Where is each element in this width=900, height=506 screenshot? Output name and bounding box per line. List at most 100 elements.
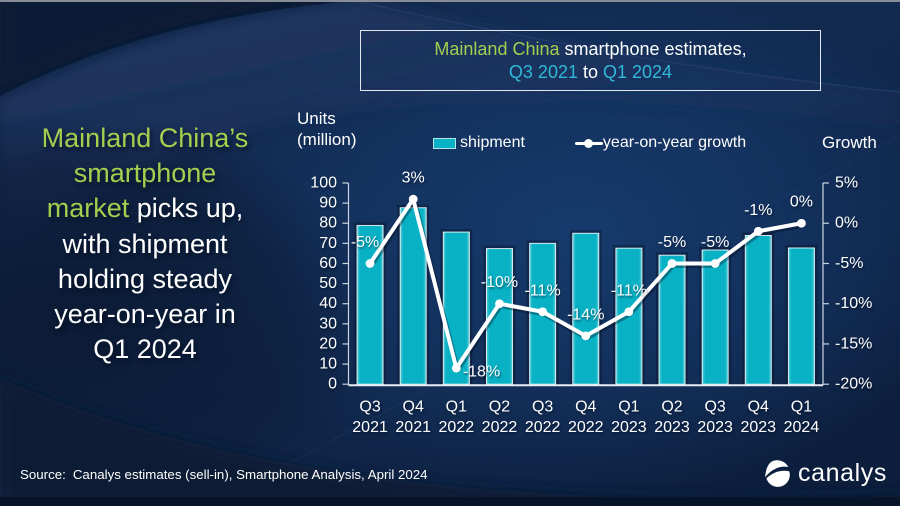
- headline-line-5-text: holding steady: [57, 263, 233, 294]
- bar-Q3 2023: [701, 249, 729, 385]
- headline-line-2: smartphone: [9, 156, 281, 191]
- left-axis-label: 0: [328, 376, 337, 393]
- headline-line-4-text: with shipment: [62, 228, 228, 259]
- growth-point-Q3 2021: [365, 259, 375, 268]
- bg-top-line: [0, 0, 900, 2]
- left-axis-title-line-1: Units: [297, 109, 336, 128]
- canalys-logo: canalys: [763, 458, 887, 488]
- growth-label-Q4 2021: 3%: [402, 170, 425, 187]
- right-axis-label: -10%: [835, 295, 872, 312]
- bg-arc-faint-2: [351, 0, 900, 93]
- headline-line-6: year-on-year in: [9, 297, 281, 332]
- headline-line-6-text: year-on-year in: [54, 299, 236, 330]
- x-label-quarter: Q4: [748, 399, 769, 416]
- x-label-year: 2022: [568, 419, 604, 436]
- chart-title-rest: smartphone estimates,: [559, 39, 747, 59]
- growth-label-Q1 2023: -11%: [611, 282, 647, 299]
- left-axis-label: 10: [319, 356, 337, 373]
- canalys-logo-text: canalys: [798, 458, 887, 487]
- legend-growth-marker: [574, 138, 603, 148]
- source-line: Source: Canalys estimates (sell-in), Smar…: [20, 467, 428, 482]
- left-axis-label: 30: [319, 315, 337, 332]
- growth-point-Q1 2023: [624, 307, 634, 317]
- x-label-year: 2023: [654, 419, 690, 436]
- bg-swoosh-light: [0, 0, 900, 252]
- x-label-year: 2023: [740, 419, 776, 436]
- right-axis-title: Growth: [822, 132, 877, 153]
- x-label-year: 2021: [395, 419, 431, 436]
- growth-point-Q3 2022: [538, 307, 548, 317]
- bar-Q1 2024: [787, 247, 815, 385]
- x-label-quarter: Q4: [403, 399, 424, 416]
- x-label-quarter: Q2: [489, 399, 510, 416]
- left-axis-title: Units (million): [297, 108, 357, 150]
- headline-line-1: Mainland China’s: [9, 121, 281, 156]
- chart-legend: shipment year-on-year growth: [433, 133, 746, 153]
- bar-Q1 2022: [442, 231, 470, 385]
- headline-line-2-text: smartphone: [73, 158, 217, 189]
- bg-corner-dark-soft: [0, 0, 309, 92]
- legend-growth-label: year-on-year growth: [602, 134, 747, 151]
- x-label-year: 2022: [439, 419, 475, 436]
- headline-line-3-rest: picks up,: [129, 193, 244, 224]
- left-axis-label: 50: [319, 275, 337, 292]
- growth-label-Q4 2023: -1%: [744, 202, 772, 219]
- right-axis-label: -5%: [835, 255, 863, 272]
- x-label-quarter: Q1: [618, 399, 639, 416]
- right-axis-title-text: Growth: [822, 133, 877, 152]
- x-label-quarter: Q3: [532, 399, 553, 416]
- headline-line-1-text: Mainland China’s: [41, 123, 249, 153]
- growth-label-Q1 2022: -18%: [463, 364, 500, 381]
- bar-Q4 2022: [572, 232, 600, 385]
- growth-point-Q3 2023: [710, 259, 720, 268]
- growth-label-Q3 2022: -11%: [525, 282, 561, 299]
- growth-label-Q3 2023: -5%: [701, 234, 729, 251]
- growth-point-Q4 2021: [408, 194, 418, 204]
- chart-title-region: Mainland China: [434, 39, 560, 59]
- x-label-year: 2022: [482, 419, 518, 436]
- headline-line-7-text: Q1 2024: [93, 334, 197, 365]
- growth-point-Q1 2024: [797, 218, 806, 228]
- growth-label-Q2 2022: -10%: [481, 274, 518, 291]
- bar-Q4 2023: [744, 235, 772, 385]
- legend-shipment-label: shipment: [460, 134, 525, 151]
- left-axis-label: 60: [319, 255, 337, 272]
- chart-title-period-end: Q1 2024: [603, 61, 673, 82]
- headline-line-7: Q1 2024: [9, 332, 281, 367]
- x-label-quarter: Q3: [704, 399, 725, 416]
- x-label-year: 2022: [525, 419, 561, 436]
- left-axis-label: 40: [319, 295, 337, 312]
- right-axis-label: 0%: [835, 215, 858, 232]
- headline-line-5: holding steady: [9, 262, 281, 297]
- growth-point-Q4 2022: [581, 331, 591, 341]
- chart-title-box: Mainland China smartphone estimates, Q3 …: [360, 30, 821, 91]
- left-axis-label: 90: [319, 195, 337, 212]
- x-label-quarter: Q3: [359, 399, 380, 416]
- left-axis-title-line-2: (million): [297, 130, 357, 149]
- chart-title-line-1: Mainland China smartphone estimates,: [361, 38, 820, 61]
- x-label-quarter: Q1: [791, 399, 812, 416]
- growth-label-Q1 2024: 0%: [790, 194, 813, 211]
- source-text: Canalys estimates (sell-in), Smartphone …: [72, 467, 428, 482]
- bg-dark-left: [0, 110, 390, 506]
- headline-line-4: with shipment: [9, 227, 281, 262]
- chart-title-period-mid: to: [577, 61, 603, 82]
- bg-bottom-strip: [0, 497, 900, 506]
- growth-point-Q2 2022: [495, 299, 504, 309]
- source-label: Source:: [20, 467, 66, 482]
- x-label-year: 2024: [784, 419, 820, 436]
- bar-Q3 2022: [529, 242, 557, 385]
- chart-title-period-start: Q3 2021: [508, 61, 578, 82]
- x-label-quarter: Q1: [446, 399, 467, 416]
- growth-label-Q3 2021: -5%: [351, 234, 379, 251]
- growth-point-Q4 2023: [753, 226, 763, 236]
- bg-bottom-sweep: [0, 378, 900, 506]
- right-axis-label: -20%: [835, 376, 872, 393]
- chart-title-line-2: Q3 2021 to Q1 2024: [361, 61, 820, 84]
- x-label-quarter: Q4: [575, 399, 596, 416]
- growth-label-Q2 2023: -5%: [658, 234, 686, 251]
- right-axis-label: 5%: [835, 175, 858, 192]
- growth-label-Q4 2022: -14%: [567, 306, 604, 323]
